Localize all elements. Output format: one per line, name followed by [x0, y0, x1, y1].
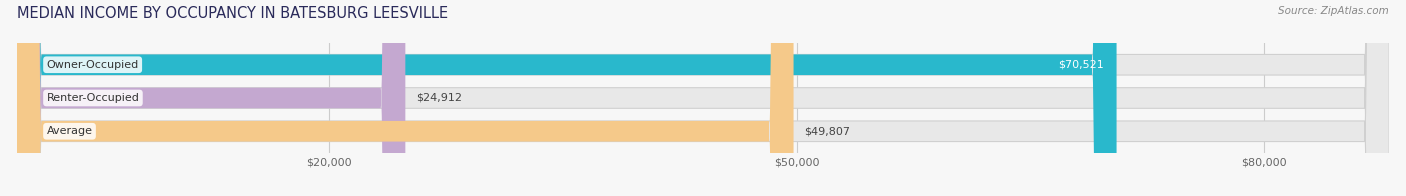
- FancyBboxPatch shape: [17, 0, 1389, 196]
- FancyBboxPatch shape: [17, 0, 1389, 196]
- Text: Source: ZipAtlas.com: Source: ZipAtlas.com: [1278, 6, 1389, 16]
- Text: Owner-Occupied: Owner-Occupied: [46, 60, 139, 70]
- Text: MEDIAN INCOME BY OCCUPANCY IN BATESBURG LEESVILLE: MEDIAN INCOME BY OCCUPANCY IN BATESBURG …: [17, 6, 449, 21]
- FancyBboxPatch shape: [17, 0, 1116, 196]
- FancyBboxPatch shape: [17, 0, 405, 196]
- Text: $70,521: $70,521: [1059, 60, 1104, 70]
- FancyBboxPatch shape: [17, 0, 793, 196]
- Text: $49,807: $49,807: [804, 126, 851, 136]
- Text: Average: Average: [46, 126, 93, 136]
- FancyBboxPatch shape: [17, 0, 1389, 196]
- Text: $24,912: $24,912: [416, 93, 463, 103]
- Text: Renter-Occupied: Renter-Occupied: [46, 93, 139, 103]
